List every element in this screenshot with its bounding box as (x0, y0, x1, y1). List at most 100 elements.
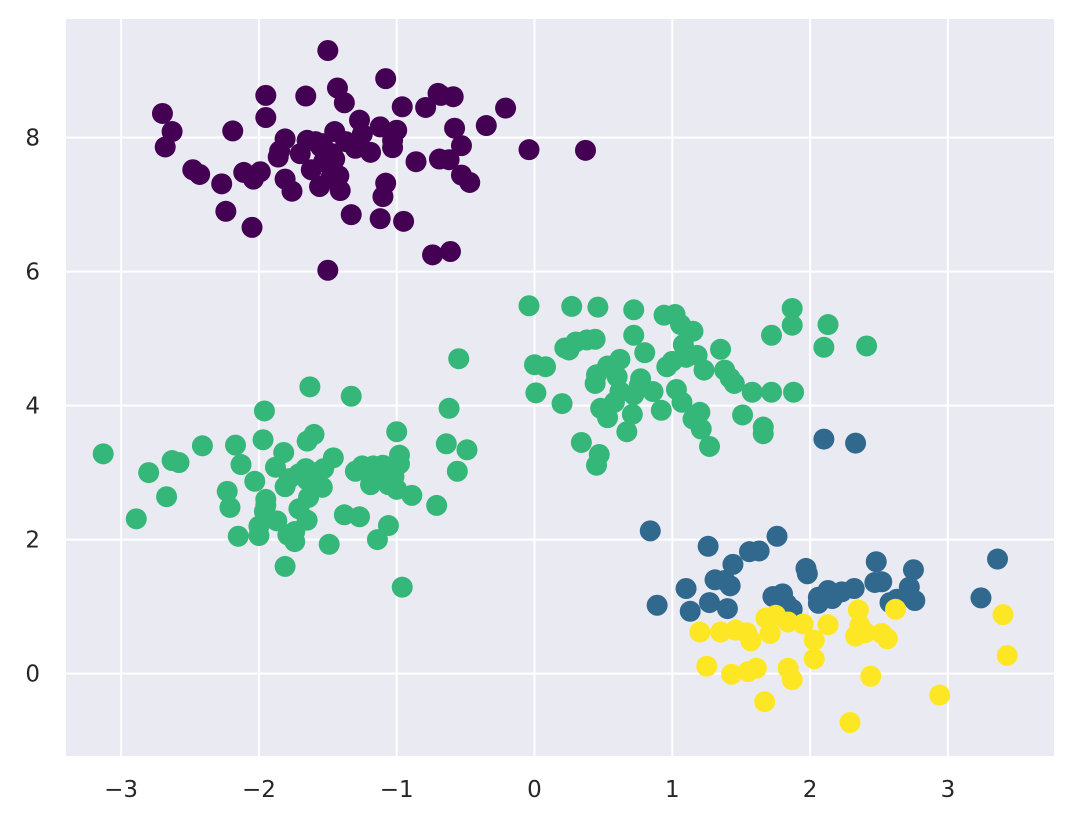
data-point (847, 599, 869, 621)
data-point (792, 613, 814, 635)
x-tick-labels: −3 −2 −1 0 1 2 3 (104, 777, 955, 803)
data-point (360, 141, 382, 163)
data-point (781, 314, 803, 336)
series-2 (92, 295, 878, 598)
data-point (340, 385, 362, 407)
data-point (366, 529, 388, 551)
data-point (391, 96, 413, 118)
data-point (689, 621, 711, 643)
data-point (587, 296, 609, 318)
data-point (650, 399, 672, 421)
data-point (264, 456, 286, 478)
data-point (616, 421, 638, 443)
data-point (438, 149, 460, 171)
data-point (675, 578, 697, 599)
data-point (597, 407, 619, 429)
data-point (781, 669, 803, 691)
data-point (255, 84, 277, 106)
data-point (716, 598, 738, 620)
y-tick-label: 2 (25, 528, 40, 554)
data-point (138, 462, 160, 484)
data-point (690, 418, 712, 440)
data-point (721, 663, 743, 685)
data-point (438, 397, 460, 419)
data-point (299, 376, 321, 398)
data-point (621, 403, 643, 425)
data-point (241, 216, 263, 238)
data-point (693, 359, 715, 381)
data-point (230, 454, 252, 476)
data-point (344, 460, 366, 482)
data-point (227, 525, 249, 547)
x-tick-label: 3 (941, 777, 956, 803)
data-point (391, 576, 413, 598)
data-point (803, 648, 825, 670)
data-point (442, 86, 464, 108)
data-point (987, 548, 1009, 570)
data-point (426, 494, 448, 516)
data-point (267, 146, 289, 168)
data-point (929, 684, 951, 706)
data-point (754, 691, 776, 713)
data-point (710, 338, 732, 360)
data-point (372, 186, 394, 208)
data-point (558, 339, 580, 361)
data-point (318, 533, 340, 555)
data-point (340, 204, 362, 226)
data-point (189, 163, 211, 185)
data-point (495, 97, 517, 119)
data-point (741, 381, 763, 403)
data-point (656, 356, 678, 378)
data-point (324, 148, 346, 170)
data-point (737, 661, 759, 683)
data-point (722, 553, 744, 575)
data-point (382, 137, 404, 159)
data-point (759, 622, 781, 644)
data-point (992, 604, 1014, 626)
data-point (796, 563, 818, 585)
data-point (845, 432, 867, 454)
data-point (719, 575, 741, 597)
data-point (242, 168, 264, 190)
plot-background (66, 19, 1054, 756)
data-point (766, 525, 788, 547)
data-point (574, 139, 596, 161)
data-point (807, 592, 829, 614)
data-point (761, 324, 783, 346)
data-point (415, 96, 437, 118)
y-tick-label: 6 (25, 260, 40, 286)
data-point (813, 336, 835, 358)
data-point (377, 515, 399, 537)
data-point (865, 551, 887, 573)
data-point (996, 645, 1018, 666)
data-point (876, 628, 898, 650)
data-point (439, 240, 461, 262)
data-point (444, 117, 466, 139)
x-tick-label: 1 (665, 777, 680, 803)
data-point (266, 510, 288, 532)
data-point (518, 139, 540, 161)
data-point (697, 535, 719, 557)
data-point (219, 496, 241, 518)
data-point (623, 299, 645, 321)
data-point (450, 135, 472, 157)
data-point (191, 435, 213, 457)
data-point (456, 439, 478, 461)
y-tick-label: 4 (25, 394, 40, 420)
data-point (386, 421, 408, 443)
x-tick-label: −1 (380, 777, 414, 803)
data-point (535, 356, 557, 378)
data-point (300, 159, 322, 181)
data-point (761, 381, 783, 403)
data-point (902, 559, 924, 581)
data-point (817, 614, 839, 636)
data-point (295, 85, 317, 107)
data-point (329, 180, 351, 202)
data-point (448, 348, 470, 370)
data-point (244, 470, 266, 492)
data-point (375, 68, 397, 90)
data-point (435, 433, 457, 455)
data-point (274, 555, 296, 577)
data-point (224, 434, 246, 456)
